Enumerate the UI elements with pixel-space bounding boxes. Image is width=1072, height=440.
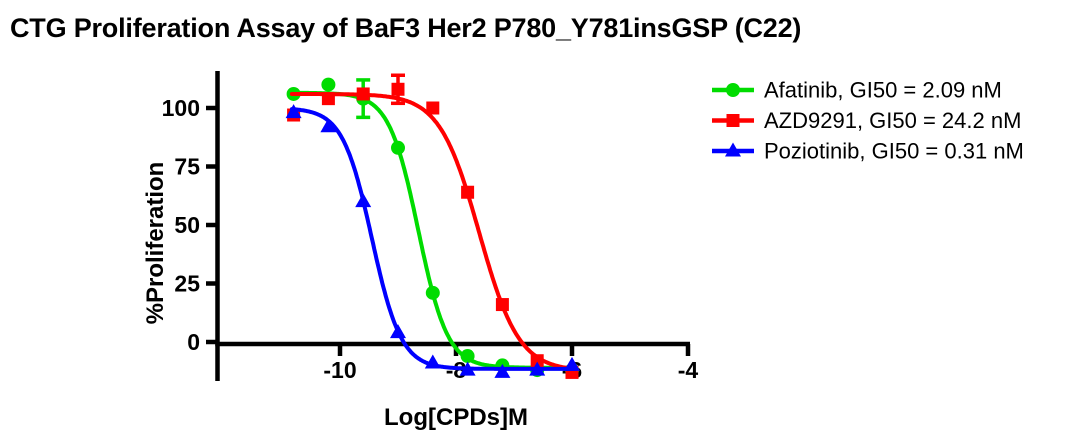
legend-label-azd9291: AZD9291, GI50 = 24.2 nM: [764, 108, 1021, 133]
fit-curve-poziotinib: [289, 107, 577, 371]
data-point-azd9291: [356, 87, 370, 101]
data-point-azd9291: [426, 101, 440, 115]
data-point-poziotinib: [459, 361, 476, 376]
data-point-azd9291: [461, 185, 475, 199]
data-point-poziotinib: [564, 356, 580, 371]
data-point-poziotinib: [529, 361, 546, 376]
data-point-poziotinib: [424, 354, 441, 369]
y-tick-label: 75: [174, 154, 200, 180]
legend-marker-azd9291: [726, 114, 740, 127]
legend-marker-poziotinib: [725, 142, 741, 157]
chart-title: CTG Proliferation Assay of BaF3 Her2 P78…: [10, 13, 802, 43]
data-point-afatinib: [460, 349, 475, 364]
fit-curve-azd9291: [289, 92, 577, 371]
x-axis-title: Log[CPDs]M: [384, 404, 528, 431]
data-point-poziotinib: [390, 324, 406, 339]
legend-marker-afatinib: [726, 83, 740, 97]
data-point-poziotinib: [285, 104, 302, 119]
fit-curve-afatinib: [289, 90, 577, 370]
data-point-poziotinib: [320, 118, 337, 133]
data-point-afatinib: [391, 140, 405, 155]
data-point-poziotinib: [355, 193, 372, 208]
y-tick-label: 100: [162, 95, 200, 121]
data-point-afatinib: [425, 285, 440, 300]
data-point-azd9291: [530, 354, 544, 368]
legend-label-poziotinib: Poziotinib, GI50 = 0.31 nM: [764, 139, 1024, 164]
data-point-poziotinib: [494, 363, 511, 378]
y-tick-label: 25: [174, 271, 200, 297]
data-point-azd9291: [495, 298, 509, 312]
legend-label-afatinib: Afatinib, GI50 = 2.09 nM: [764, 78, 1002, 103]
y-tick-label: 50: [174, 212, 200, 238]
x-tick-label: -4: [678, 357, 699, 383]
data-point-afatinib: [321, 77, 336, 92]
data-point-azd9291: [321, 92, 335, 106]
data-point-azd9291: [391, 82, 405, 96]
x-tick-label: -10: [323, 357, 356, 383]
y-tick-label: 0: [187, 329, 200, 355]
